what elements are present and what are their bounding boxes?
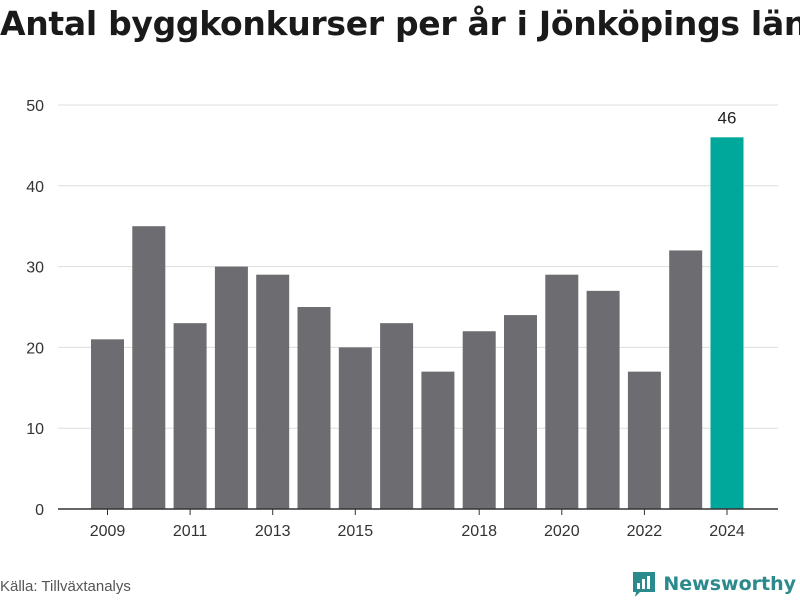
bar-2020 <box>545 274 579 509</box>
y-tick-label: 30 <box>26 260 44 277</box>
bar-2024 <box>710 137 744 509</box>
bar-2018 <box>462 331 496 509</box>
x-tick-label: 2015 <box>338 523 374 540</box>
data-label-2024: 46 <box>718 108 737 127</box>
x-axis-ticks: 2009 2011 2013 2015 2018 2020 2022 2024 <box>90 509 745 540</box>
bar-2011 <box>173 323 207 509</box>
x-tick-label: 2013 <box>255 523 291 540</box>
brand-name: Newsworthy <box>663 573 796 595</box>
y-tick-label: 50 <box>26 98 44 115</box>
brand-logo: Newsworthy <box>631 570 796 598</box>
data-labels: 46 <box>718 108 737 127</box>
bar-2009 <box>91 339 124 509</box>
y-tick-label: 20 <box>26 340 44 357</box>
y-tick-label: 0 <box>35 502 44 519</box>
bar-2022 <box>627 371 661 509</box>
x-tick-label: 2009 <box>90 523 126 540</box>
bar-2013 <box>256 274 290 509</box>
bar-2019 <box>504 315 537 509</box>
bar-2014 <box>297 307 331 509</box>
bar-2015 <box>338 347 372 509</box>
y-axis-ticks: 0 10 20 30 40 50 <box>26 98 44 519</box>
x-tick-label: 2024 <box>709 523 745 540</box>
y-tick-label: 10 <box>26 421 44 438</box>
x-tick-label: 2020 <box>544 523 580 540</box>
y-tick-label: 40 <box>26 179 44 196</box>
x-tick-label: 2018 <box>461 523 497 540</box>
bars <box>91 137 744 509</box>
source-note: Källa: Tillväxtanalys <box>0 578 131 595</box>
bar-2017 <box>421 371 455 509</box>
chart-title: Antal byggkonkurser per år i Jönköpings … <box>0 4 800 43</box>
bar-2021 <box>586 290 620 509</box>
newsworthy-logo-icon <box>633 572 656 597</box>
bar-2016 <box>380 323 414 509</box>
x-tick-label: 2022 <box>627 523 663 540</box>
bar-2010 <box>132 226 166 509</box>
bar-2012 <box>214 266 248 509</box>
bar-2023 <box>669 250 703 509</box>
x-tick-label: 2011 <box>173 523 208 540</box>
